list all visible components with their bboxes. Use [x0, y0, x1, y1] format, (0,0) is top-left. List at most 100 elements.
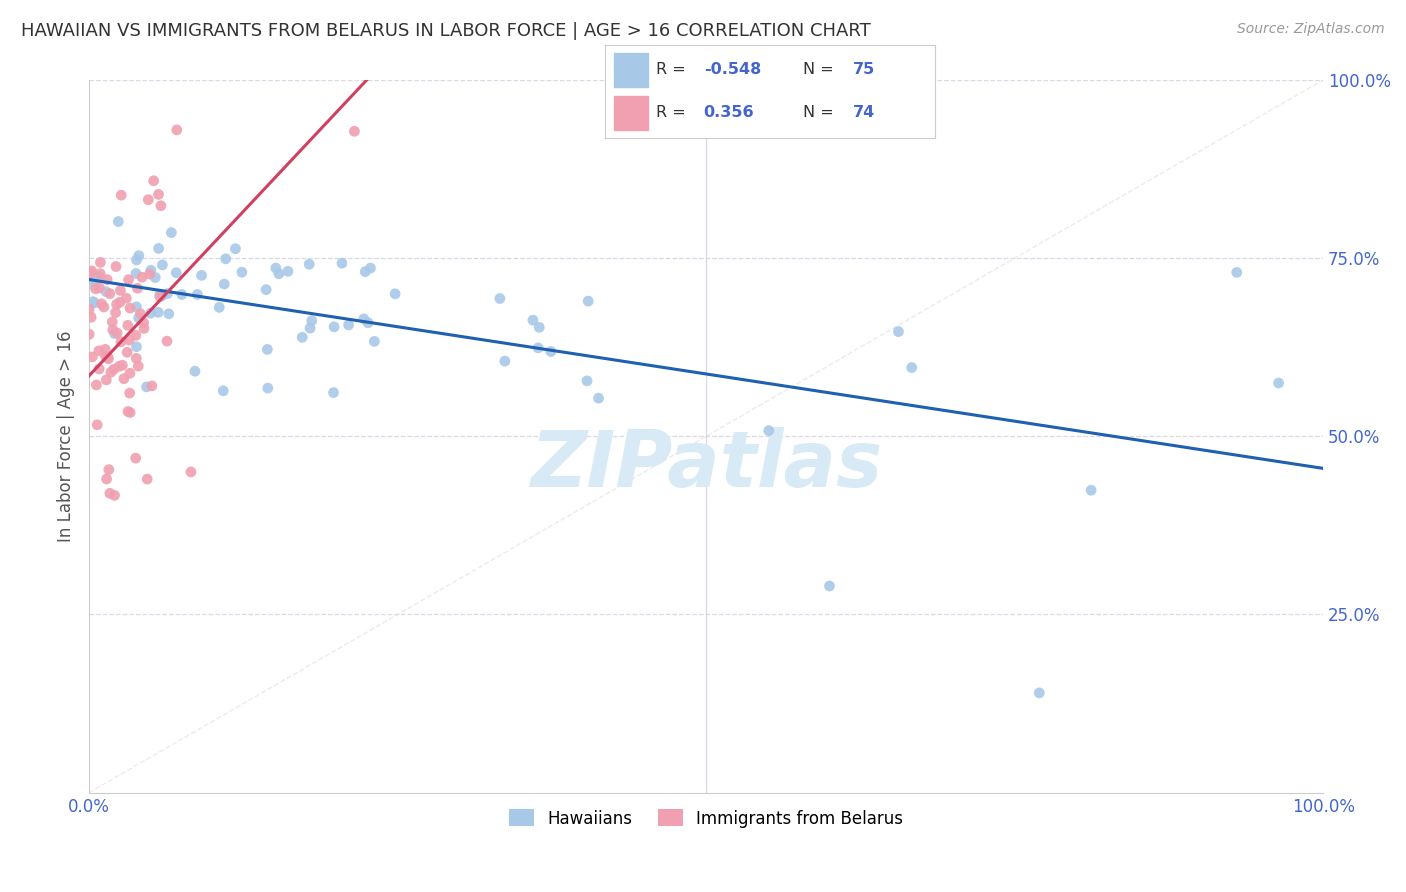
Point: [118, 366, 141, 380]
Point: [887, 325, 910, 339]
Point: [115, 345, 138, 359]
Bar: [614, 96, 648, 130]
Point: [129, 307, 152, 321]
Point: [323, 319, 346, 334]
Point: [125, 351, 148, 366]
Point: [291, 330, 314, 344]
Point: [127, 359, 149, 373]
Text: R =: R =: [655, 105, 696, 120]
Point: [267, 267, 290, 281]
Point: [120, 405, 142, 419]
Point: [80, 266, 103, 280]
Point: [132, 316, 155, 330]
Point: [117, 404, 139, 418]
Point: [527, 341, 550, 355]
Point: [86, 271, 108, 285]
Point: [180, 465, 202, 479]
Point: [900, 360, 922, 375]
Text: N =: N =: [803, 105, 839, 120]
Point: [489, 292, 512, 306]
Point: [224, 242, 246, 256]
Point: [86, 378, 108, 392]
Point: [94, 350, 117, 364]
Point: [96, 272, 118, 286]
Point: [157, 307, 180, 321]
Point: [256, 343, 278, 357]
Point: [758, 424, 780, 438]
Point: [77, 302, 100, 317]
Point: [90, 297, 112, 311]
Point: [103, 326, 125, 341]
Point: [522, 313, 544, 327]
Text: N =: N =: [803, 62, 839, 78]
Point: [128, 311, 150, 326]
Point: [166, 123, 188, 137]
Text: 75: 75: [852, 62, 875, 78]
Point: [89, 255, 111, 269]
Point: [98, 286, 121, 301]
Point: [212, 384, 235, 398]
Point: [208, 301, 231, 315]
Point: [354, 265, 377, 279]
Point: [96, 373, 118, 387]
Point: [117, 318, 139, 333]
Point: [111, 358, 134, 372]
Point: [89, 281, 111, 295]
Text: 0.356: 0.356: [704, 105, 755, 120]
Point: [139, 263, 162, 277]
Point: [1028, 686, 1050, 700]
Point: [136, 193, 159, 207]
Point: [124, 451, 146, 466]
Point: [184, 364, 207, 378]
Point: [108, 295, 131, 310]
Point: [357, 316, 380, 330]
Point: [112, 372, 135, 386]
Point: [83, 272, 105, 286]
Point: [125, 252, 148, 267]
Point: [277, 264, 299, 278]
Point: [142, 174, 165, 188]
Point: [86, 417, 108, 432]
Point: [110, 284, 132, 298]
Point: [110, 334, 132, 349]
Point: [148, 305, 170, 319]
Point: [136, 472, 159, 486]
Point: [96, 472, 118, 486]
Point: [160, 226, 183, 240]
Point: [128, 249, 150, 263]
Point: [170, 287, 193, 301]
Point: [1267, 376, 1289, 390]
Point: [132, 321, 155, 335]
Point: [125, 267, 148, 281]
Point: [87, 343, 110, 358]
Text: 74: 74: [852, 105, 875, 120]
Point: [89, 362, 111, 376]
Legend: Hawaiians, Immigrants from Belarus: Hawaiians, Immigrants from Belarus: [502, 803, 910, 834]
Point: [125, 340, 148, 354]
Point: [93, 300, 115, 314]
Point: [103, 362, 125, 376]
Point: [96, 351, 118, 365]
Bar: [614, 53, 648, 87]
Point: [83, 277, 105, 292]
Y-axis label: In Labor Force | Age > 16: In Labor Force | Age > 16: [58, 331, 75, 542]
Point: [165, 266, 187, 280]
Point: [143, 270, 166, 285]
Point: [101, 323, 124, 337]
Point: [100, 365, 122, 379]
Text: ZIPatlas: ZIPatlas: [530, 427, 882, 503]
Text: Source: ZipAtlas.com: Source: ZipAtlas.com: [1237, 22, 1385, 37]
Point: [125, 328, 148, 343]
Point: [117, 273, 139, 287]
Point: [105, 326, 128, 340]
Point: [115, 291, 138, 305]
Point: [214, 277, 236, 291]
Point: [103, 488, 125, 502]
Point: [105, 297, 128, 311]
Point: [343, 124, 366, 138]
Point: [149, 199, 172, 213]
Point: [1226, 265, 1249, 279]
Point: [97, 351, 120, 366]
Text: R =: R =: [655, 62, 690, 78]
Point: [80, 264, 103, 278]
